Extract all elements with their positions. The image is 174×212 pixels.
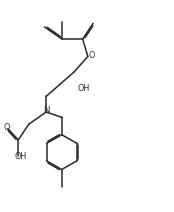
Text: O: O: [88, 51, 94, 60]
Text: O: O: [3, 123, 10, 132]
Text: OH: OH: [77, 84, 90, 93]
Text: OH: OH: [15, 152, 27, 161]
Text: N: N: [43, 106, 49, 114]
